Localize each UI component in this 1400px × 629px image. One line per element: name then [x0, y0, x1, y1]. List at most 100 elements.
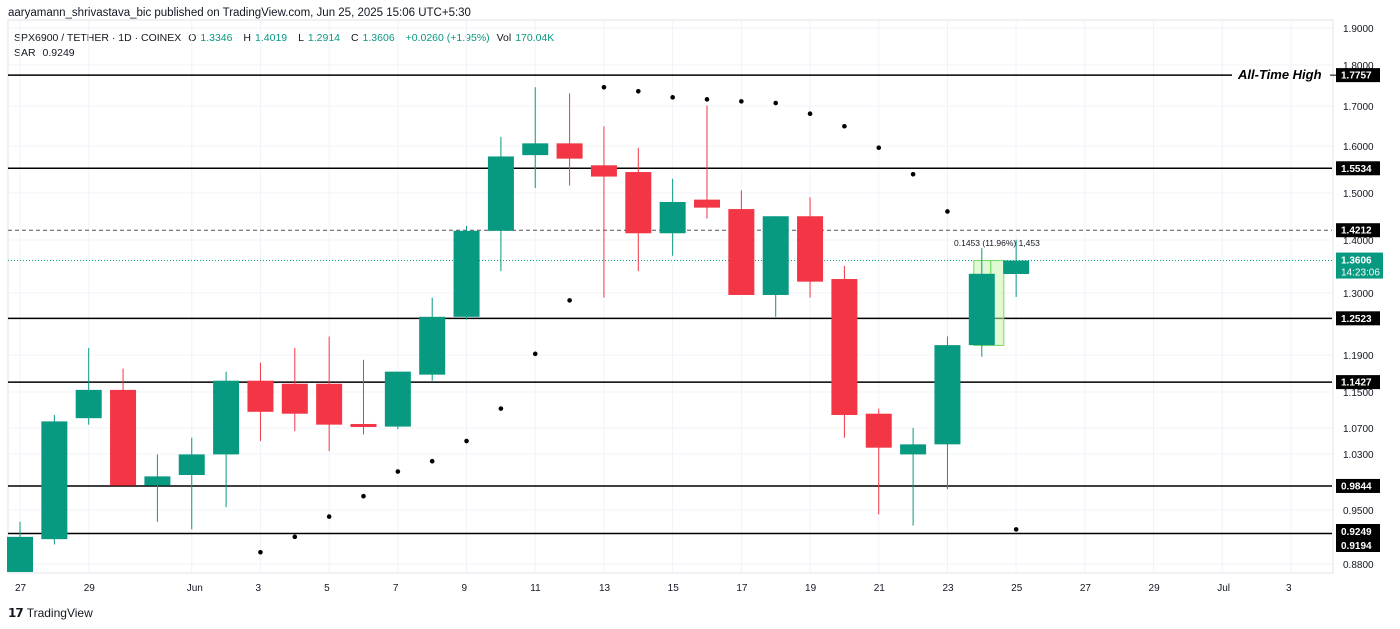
tradingview-logo-icon: 𝟭𝟳	[8, 606, 24, 620]
sar-dot	[739, 99, 744, 104]
y-tick-label: 0.8800	[1343, 560, 1374, 571]
x-tick-label: 9	[462, 583, 468, 594]
candle-jun-1[interactable]	[178, 454, 205, 475]
measure-label: 0.1453 (11.96%) 1,453	[954, 238, 1040, 248]
candle-jun-11[interactable]	[522, 143, 549, 156]
price-tag-1.7757-text: 1.7757	[1341, 71, 1372, 82]
candle-jun-25[interactable]	[1003, 260, 1030, 274]
candle-jun-16[interactable]	[694, 199, 720, 208]
candle-jun-9[interactable]	[453, 230, 480, 317]
candle-jun-18[interactable]	[762, 216, 789, 295]
candle-jun-12[interactable]	[556, 143, 583, 159]
open-value: O 1.3346	[188, 32, 233, 44]
price-tag-1.7757	[1336, 68, 1380, 83]
candle-jun-14[interactable]	[625, 172, 652, 234]
price-tag-1.2523	[1336, 311, 1380, 326]
sar-dot	[498, 406, 504, 411]
sar-dot	[704, 97, 710, 102]
candle-may-28[interactable]	[41, 421, 68, 540]
y-tick-label: 1.0300	[1343, 450, 1374, 461]
sar-dot	[361, 493, 366, 499]
price-tag-1.1427-text: 1.1427	[1341, 378, 1372, 389]
x-tick-label: 5	[324, 583, 330, 594]
indicator-value: 0.9249	[42, 47, 75, 59]
price-tag-1.1427	[1336, 375, 1380, 390]
sar-dot	[532, 351, 538, 357]
sar-dot	[910, 172, 916, 177]
y-tick-label: 1.3000	[1343, 289, 1374, 300]
symbol-info[interactable]: SPX6900 / TETHER · 1D · COINEX	[14, 32, 182, 44]
current-price-tag	[1336, 252, 1383, 279]
price-tag-1.4212	[1336, 223, 1380, 238]
candle-jun-6[interactable]	[350, 423, 377, 427]
sar-dot	[292, 534, 298, 540]
publish-info: aaryamann_shrivastava_bic published on T…	[8, 7, 471, 19]
sar-dot	[1013, 527, 1019, 532]
level-0.9194-tag: 0.9194	[1341, 541, 1372, 552]
candle-jun-21[interactable]	[865, 413, 892, 448]
candle-jun-4[interactable]	[281, 383, 308, 414]
y-tick-label: 1.9000	[1343, 24, 1374, 35]
sar-dot	[464, 438, 469, 444]
price-tag-0.9844	[1336, 478, 1380, 493]
tradingview-footer: 𝟭𝟳 TradingView	[8, 606, 93, 620]
candle-jun-5[interactable]	[316, 383, 343, 425]
candle-jun-15[interactable]	[659, 201, 686, 234]
current-price-text: 1.3606	[1341, 256, 1372, 267]
x-tick-label: Jul	[1217, 583, 1230, 594]
chart-legend: SPX6900 / TETHER · 1D · COINEX O 1.3346 H…	[14, 31, 562, 61]
close-value: C 1.3606	[350, 32, 395, 44]
candle-jun-10[interactable]	[487, 156, 514, 231]
change-value: +0.0260 (+1.95%)	[405, 32, 490, 44]
candle-jun-3[interactable]	[247, 380, 274, 412]
x-tick-label: 27	[15, 583, 27, 594]
candle-jun-19[interactable]	[797, 216, 824, 282]
price-tag-1.4212-text: 1.4212	[1341, 226, 1372, 237]
countdown-text: 14:23:06	[1341, 268, 1380, 279]
candle-jun-2[interactable]	[213, 380, 240, 455]
x-tick-label: 29	[1149, 583, 1161, 594]
indicator-row[interactable]: SAR 0.9249	[14, 46, 562, 61]
price-tag-sar-level	[1336, 524, 1380, 552]
y-tick-label: 1.0700	[1343, 424, 1374, 435]
candle-jun-13[interactable]	[590, 165, 617, 177]
x-tick-label: 21	[874, 583, 886, 594]
high-value: H 1.4019	[243, 32, 288, 44]
y-tick-label: 1.6000	[1343, 142, 1374, 153]
candle-jun-17[interactable]	[728, 209, 755, 295]
ath-annotation: All-Time High	[1237, 67, 1322, 82]
candle-may-29[interactable]	[75, 389, 102, 419]
candle-jun-22[interactable]	[900, 444, 927, 455]
plot-border	[7, 19, 1334, 574]
x-tick-label: Jun	[187, 583, 203, 594]
candle-may-27[interactable]	[7, 536, 33, 572]
y-tick-label: 1.5000	[1343, 189, 1374, 200]
candle-jun-8[interactable]	[419, 316, 446, 375]
x-tick-label: 3	[1286, 583, 1292, 594]
sar-dot	[601, 84, 607, 90]
x-tick-label: 11	[530, 583, 541, 594]
price-tag-1.5534	[1336, 161, 1380, 176]
x-tick-label: 3	[255, 583, 261, 594]
sar-dot	[636, 88, 641, 94]
sar-dot	[807, 111, 813, 117]
candle-jun-23[interactable]	[934, 345, 961, 445]
price-tag-0.9844-text: 0.9844	[1341, 481, 1372, 492]
candle-may-31[interactable]	[144, 476, 171, 486]
candle-may-30[interactable]	[110, 389, 137, 486]
x-tick-label: 7	[393, 583, 399, 594]
y-tick-label: 1.1900	[1343, 351, 1374, 362]
candle-jun-24[interactable]	[968, 273, 995, 346]
low-value: L 1.2914	[298, 32, 341, 44]
x-tick-label: 19	[805, 583, 817, 594]
y-tick-label: 0.9500	[1343, 506, 1374, 517]
sar-dot	[876, 145, 882, 150]
y-tick-label: 1.1500	[1343, 388, 1374, 399]
sar-dot	[567, 298, 572, 303]
ohlc-row: SPX6900 / TETHER · 1D · COINEX O 1.3346 H…	[14, 31, 562, 46]
sar-value-tag: 0.9249	[1341, 527, 1372, 538]
candle-jun-7[interactable]	[384, 371, 411, 427]
x-tick-label: 29	[84, 583, 96, 594]
candle-jun-20[interactable]	[831, 279, 858, 415]
